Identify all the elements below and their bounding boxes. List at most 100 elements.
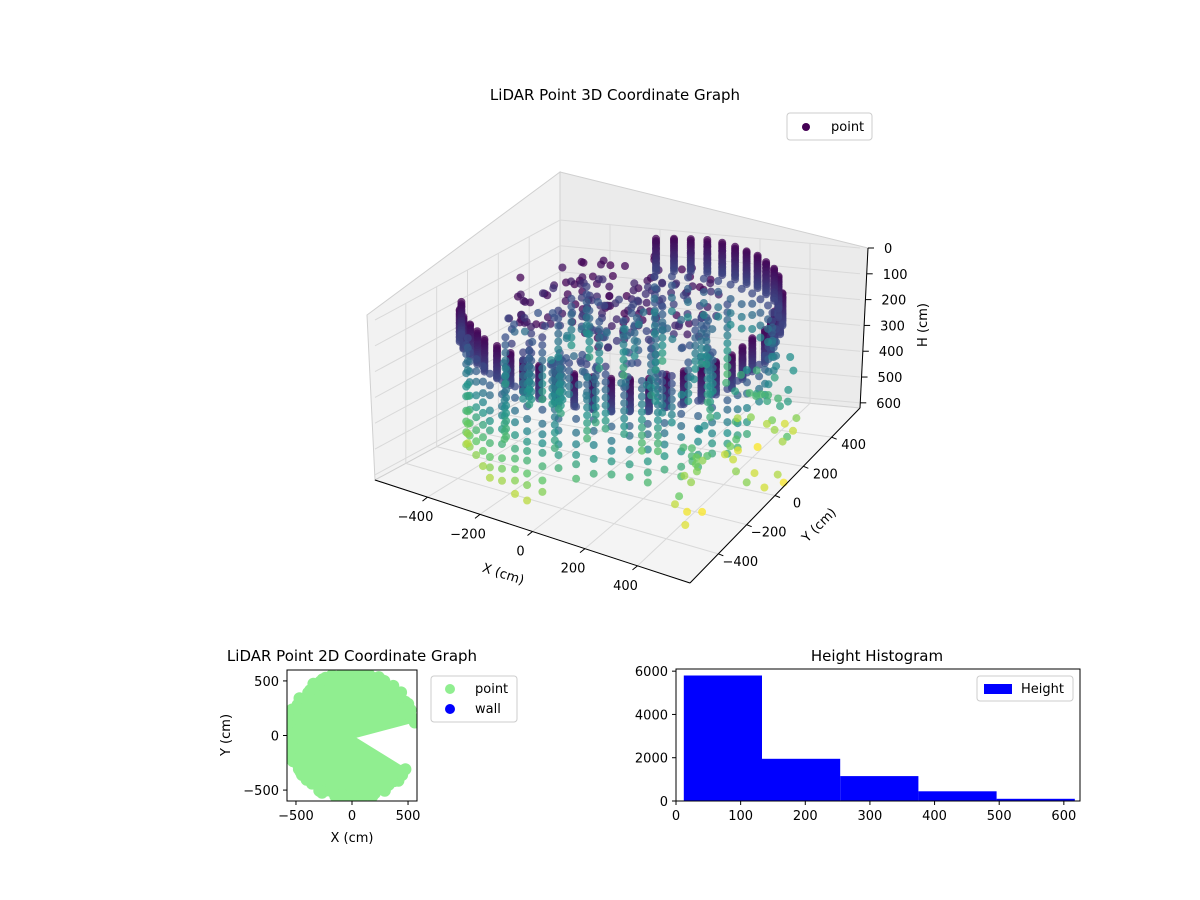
lidar-point-3d [647,375,655,384]
lidar-point-3d [630,336,639,345]
lidar-point-3d [479,433,487,442]
lidar-point-3d [668,335,677,344]
lidar-point-3d [675,492,684,501]
y-tick-label-hist: 0 [660,795,668,810]
lidar-point-3d [569,352,578,361]
lidar-point-3d [511,454,519,463]
lidar-point-3d [548,309,557,318]
lidar-point-3d [723,405,732,414]
lidar-point-3d [637,438,646,447]
lidar-point-3d [667,410,676,419]
lidar-point-3d [658,318,667,327]
lidar-point-3d [548,399,557,408]
lidar-point-3d [647,391,655,400]
lidar-point-3d [511,444,519,453]
lidar-point-3d [660,429,669,438]
lidar-point-3d [683,507,692,516]
lidar-point-3d [643,478,652,487]
lidar-point-3d [619,317,628,326]
y-tick-label-hist: 6000 [635,665,668,680]
z-tick-label-3d: 500 [878,371,903,386]
lidar-point-3d [525,370,534,379]
lidar-point-3d [772,362,781,371]
histogram-title: Height Histogram [811,647,943,665]
lidar-point-3d [554,345,563,354]
lidar-point-3d [574,380,583,389]
lidar-point-3d [520,313,529,322]
lidar-point-3d [748,289,757,298]
lidar-point-3d [703,398,712,407]
height-histogram: Height Histogram 0 100 200 300 400 500 6000200… [635,647,1081,824]
lidar-point-3d [714,312,723,321]
lidar-point-3d [498,464,506,473]
lidar-point-3d [588,272,597,281]
lidar-point-3d [554,314,563,323]
lidar-point-3d [643,283,652,292]
lidar-point-3d [538,462,547,471]
lidar-point-3d [555,372,564,381]
lidar-point-3d [723,418,732,427]
lidar-point-3d [595,348,604,357]
lidar-point-3d [630,344,639,353]
legend-3d-label: point [831,120,864,135]
lidar-point-3d [554,329,563,338]
lidar-point-3d [734,446,742,455]
y-tick-3d [718,553,724,557]
lidar-point-3d [504,314,513,323]
lidar-point-3d [523,447,532,455]
lidar-point-3d [684,389,693,398]
lidar-point-3d [658,349,667,358]
lidar-point-3d [501,348,510,357]
lidar-point-3d [554,404,563,413]
lidar-point-3d [523,427,532,436]
lidar-point-3d [548,376,557,385]
lidar-point-3d [601,424,610,433]
lidar-point-3d [737,312,746,321]
lidar-point-3d [591,403,600,411]
lidar-point-3d [501,372,510,380]
lidar-point-3d [463,366,472,375]
lidar-point-3d [677,433,686,442]
lidar-point-3d [502,393,511,402]
lidar-point-3d [582,305,591,314]
lidar-point-3d [764,380,773,389]
lidar-point-3d [637,431,646,440]
histogram-bar [683,675,762,801]
lidar-point-3d [620,399,629,408]
lidar-point-3d [723,429,732,438]
lidar-point-3d [642,327,651,336]
lidar-point-3d [699,274,708,283]
z-tick-label-3d: 200 [881,294,906,309]
lidar-point-3d [525,354,534,363]
lidar-point-3d [756,295,765,304]
lidar-point-3d [732,467,740,476]
lidar-point-3d [723,354,732,363]
lidar-point-3d [684,397,693,406]
grid-line-y [467,429,776,496]
lidar-point-3d [625,460,634,469]
lidar-point-3d [643,430,652,439]
lidar-point-3d [519,296,528,305]
lidar-point-3d [620,422,629,431]
lidar-point-3d [670,267,678,276]
lidar-point-3d [683,330,692,339]
lidar-point-3d [699,311,708,319]
lidar-point-3d [679,291,688,300]
lidar-point-3d [634,320,643,329]
lidar-point-3d [639,308,648,317]
z-tick-label-3d: 400 [879,345,904,360]
lidar-point-3d [653,424,662,432]
lidar-point-3d [619,355,628,364]
lidar-point-3d [783,397,792,406]
lidar-point-3d [698,507,707,516]
lidar-point-3d [601,370,610,379]
z-axis-label-3d: H (cm) [916,303,931,347]
lidar-point-3d [677,265,686,274]
lidar-point-3d [472,367,481,376]
legend-histogram-box [976,675,1074,702]
x-tick-3d [632,565,638,571]
lidar-point-3d [691,318,700,327]
lidar-point-3d [677,462,686,471]
x-tick-label-3d: 400 [613,579,638,594]
